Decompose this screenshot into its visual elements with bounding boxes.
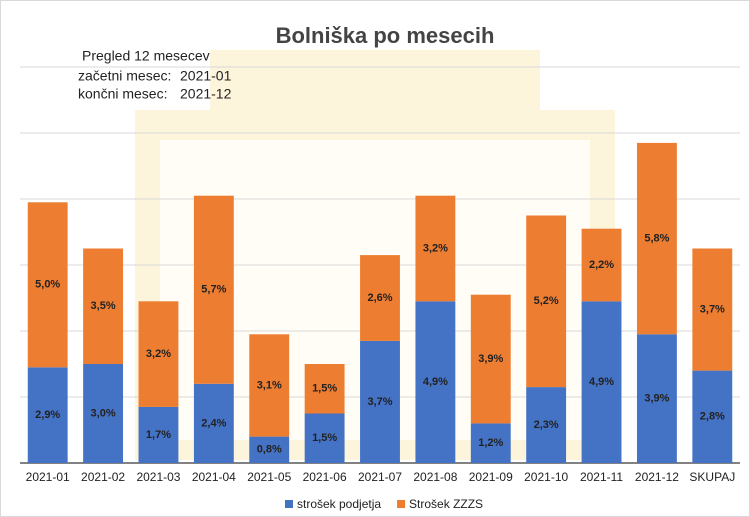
data-label: 3,7%	[367, 396, 392, 408]
bar-segment	[83, 364, 124, 463]
data-label: 5,7%	[201, 284, 226, 296]
data-label: 2,3%	[534, 419, 559, 431]
x-tick-label: SKUPAJ	[689, 470, 735, 484]
bar-segment	[27, 367, 68, 463]
data-label: 3,5%	[91, 300, 116, 312]
data-label: 2,9%	[35, 409, 60, 421]
bar-segment	[692, 370, 733, 463]
bar-segment	[470, 294, 511, 424]
bar-segment	[581, 301, 622, 463]
data-label: 3,9%	[478, 353, 503, 365]
info-start-label: začetni mesec:	[78, 68, 171, 84]
data-label: 2,6%	[367, 292, 392, 304]
bar-segment	[249, 436, 290, 463]
info-end-value: 2021-12	[180, 86, 232, 102]
bar-segment	[415, 301, 456, 463]
bar-segment	[692, 248, 733, 371]
data-label: 5,8%	[644, 233, 669, 245]
x-tick-label: 2021-02	[81, 470, 125, 484]
x-tick-label: 2021-05	[247, 470, 291, 484]
legend-label: Strošek ZZZS	[409, 497, 483, 511]
data-label: 1,7%	[146, 429, 171, 441]
data-label: 4,9%	[423, 376, 448, 388]
info-end-label: končni mesec:	[78, 86, 167, 102]
data-label: 1,2%	[478, 437, 503, 449]
data-label: 1,5%	[312, 432, 337, 444]
bar-segment	[415, 195, 456, 302]
x-tick-label: 2021-04	[192, 470, 236, 484]
bar-segment	[138, 406, 179, 463]
bar-segment	[138, 301, 179, 407]
bar-segment	[360, 255, 400, 341]
bar-segment	[27, 202, 68, 368]
data-label: 0,8%	[257, 444, 282, 456]
x-tick-label: 2021-06	[303, 470, 347, 484]
bar-segment	[636, 334, 677, 463]
bar-segment	[83, 248, 124, 364]
x-tick-label: 2021-01	[26, 470, 70, 484]
x-tick-label: 2021-07	[358, 470, 402, 484]
x-tick-label: 2021-03	[136, 470, 180, 484]
data-label: 2,2%	[589, 259, 614, 271]
bar-segment	[193, 195, 234, 384]
bar-segment	[193, 383, 234, 463]
bar-segment	[470, 423, 511, 463]
data-label: 2,8%	[700, 411, 725, 423]
data-label: 5,0%	[35, 279, 60, 291]
bar-segment	[526, 215, 567, 388]
data-label: 2,4%	[201, 417, 226, 429]
data-label: 1,5%	[312, 383, 337, 395]
bar-segment	[581, 228, 622, 302]
chart-title: Bolniška po mesecih	[276, 23, 495, 48]
bar-segment	[249, 334, 290, 437]
legend-swatch	[285, 500, 293, 508]
info-start-value: 2021-01	[180, 68, 232, 84]
data-label: 3,7%	[700, 303, 725, 315]
data-label: 3,1%	[257, 379, 282, 391]
x-tick-label: 2021-12	[635, 470, 679, 484]
data-label: 3,9%	[644, 393, 669, 405]
legend-label: strošek podjetja	[297, 497, 381, 511]
bar-segment	[304, 413, 345, 463]
data-label: 3,0%	[91, 407, 116, 419]
bar-segment	[636, 142, 677, 335]
data-label: 5,2%	[534, 295, 559, 307]
legend-swatch	[397, 500, 406, 508]
bar-segment	[360, 340, 400, 463]
data-label: 4,9%	[589, 376, 614, 388]
x-tick-label: 2021-08	[413, 470, 457, 484]
data-label: 3,2%	[146, 348, 171, 360]
data-label: 3,2%	[423, 242, 448, 254]
x-tick-label: 2021-09	[469, 470, 513, 484]
info-overview: Pregled 12 mesecev	[82, 48, 210, 64]
bar-segment	[304, 364, 345, 414]
x-tick-label: 2021-10	[524, 470, 568, 484]
x-tick-label: 2021-11	[580, 470, 623, 484]
bar-segment	[526, 387, 567, 463]
